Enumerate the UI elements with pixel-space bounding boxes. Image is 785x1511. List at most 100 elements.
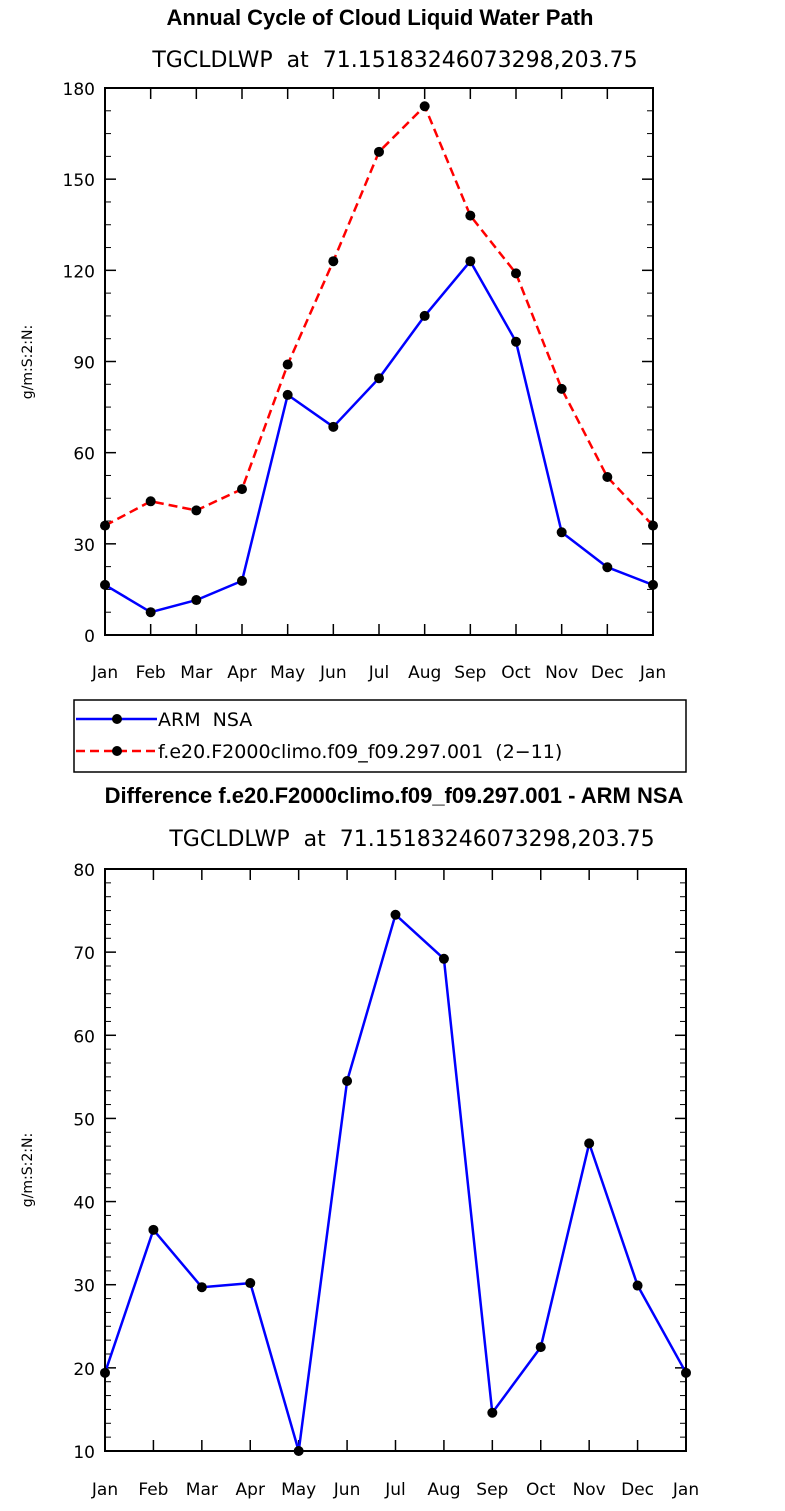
ytick-label: 80: [73, 861, 95, 881]
data-point: [237, 575, 247, 586]
data-point: [282, 389, 293, 400]
data-point: [535, 1342, 546, 1353]
ytick-label: 180: [63, 80, 95, 100]
chart2-xtick-labels: Jan Feb Mar Apr May Jun Jul Aug Sep Oct Nov Dec Jan: [91, 1480, 699, 1500]
legend-model-marker: [112, 746, 122, 756]
data-point: [191, 595, 202, 606]
xtick-label: Jun: [319, 663, 347, 683]
data-point: [237, 484, 247, 495]
xtick-label: May: [281, 1480, 316, 1500]
ytick-label: 60: [73, 445, 95, 465]
data-point: [556, 383, 567, 394]
difference-chart: Difference f.e20.F2000climo.f09_f09.297.…: [20, 783, 699, 1500]
data-point: [602, 471, 613, 482]
ytick-label: 50: [73, 1110, 95, 1130]
data-point: [419, 101, 430, 112]
chart2-plot-frame: [104, 868, 687, 1452]
xtick-label: Mar: [186, 1480, 218, 1500]
chart1-xtick-labels: Jan Feb Mar Apr May Jun Jul Aug Sep Oct Nov Dec Jan: [91, 663, 666, 683]
data-point: [438, 953, 449, 964]
series-line: [104, 104, 654, 527]
ytick-label: 150: [63, 171, 95, 191]
ytick-label: 120: [63, 262, 95, 282]
chart2-ticks: [104, 868, 687, 1452]
ytick-label: 40: [73, 1194, 95, 1214]
xtick-label: Nov: [573, 1480, 606, 1500]
chart2-ytick-labels: 10 20 30 40 50 60 70 80: [73, 861, 95, 1463]
data-point: [465, 210, 476, 221]
legend-arm-label: ARM NSA: [158, 709, 252, 731]
chart1-legend: ARM NSA f.e20.F2000climo.f09_f09.297.001…: [73, 699, 687, 773]
data-point: [556, 527, 567, 538]
chart1-ticks: [104, 87, 654, 636]
data-point: [511, 268, 521, 279]
ytick-label: 30: [73, 1277, 95, 1297]
ytick-label: 0: [84, 627, 95, 647]
data-point: [191, 505, 202, 516]
annual-cycle-chart: Annual Cycle of Cloud Liquid Water Path …: [20, 5, 687, 773]
xtick-label: Feb: [136, 663, 166, 683]
xtick-label: Nov: [545, 663, 578, 683]
data-point: [511, 336, 521, 347]
xtick-label: Oct: [526, 1480, 556, 1500]
chart2-ylabel: g/m:S:2:N:: [20, 1133, 36, 1207]
xtick-label: May: [270, 663, 305, 683]
xtick-label: Aug: [408, 663, 441, 683]
chart1-ylabel: g/m:S:2:N:: [20, 325, 36, 399]
data-point: [342, 1076, 353, 1087]
data-point: [602, 562, 613, 573]
ytick-label: 30: [73, 536, 95, 556]
legend-box: [73, 699, 687, 773]
xtick-label: Jul: [384, 1480, 406, 1500]
data-point: [390, 909, 401, 920]
xtick-label: Sep: [454, 663, 486, 683]
chart1-series: [100, 101, 658, 618]
ytick-label: 20: [73, 1360, 95, 1380]
xtick-label: Feb: [138, 1480, 168, 1500]
xtick-label: Jan: [639, 663, 666, 683]
data-point: [196, 1282, 207, 1293]
ytick-label: 70: [73, 944, 95, 964]
xtick-label: Mar: [180, 663, 212, 683]
ytick-label: 90: [73, 354, 95, 374]
data-point: [145, 496, 156, 507]
data-point: [245, 1278, 256, 1289]
xtick-label: Aug: [427, 1480, 460, 1500]
xtick-label: Jan: [91, 1480, 118, 1500]
chart1-subtitle: TGCLDLWP at 71.15183246073298,203.75: [151, 48, 637, 73]
xtick-label: Dec: [621, 1480, 654, 1500]
ytick-label: 60: [73, 1027, 95, 1047]
data-point: [328, 256, 339, 267]
legend-arm-marker: [112, 714, 122, 724]
xtick-label: Apr: [227, 663, 256, 683]
xtick-label: Oct: [501, 663, 531, 683]
chart1-title: Annual Cycle of Cloud Liquid Water Path: [167, 5, 594, 30]
chart2-title: Difference f.e20.F2000climo.f09_f09.297.…: [105, 783, 684, 808]
data-point: [487, 1407, 498, 1418]
xtick-label: Jan: [672, 1480, 699, 1500]
chart2-subtitle: TGCLDLWP at 71.15183246073298,203.75: [168, 827, 654, 852]
xtick-label: Sep: [476, 1480, 508, 1500]
chart1-plot-frame: [104, 87, 654, 636]
data-point: [282, 359, 293, 370]
data-point: [419, 310, 430, 321]
chart1-ytick-labels: 0 30 60 90 120 150 180: [63, 80, 95, 647]
data-point: [374, 373, 384, 384]
xtick-label: Apr: [236, 1480, 265, 1500]
data-point: [465, 256, 476, 267]
data-point: [374, 146, 384, 157]
data-point: [584, 1138, 595, 1149]
data-point: [632, 1280, 643, 1291]
xtick-label: Jan: [91, 663, 118, 683]
legend-model-label: f.e20.F2000climo.f09_f09.297.001 (2−11): [158, 741, 562, 763]
data-point: [148, 1224, 159, 1235]
xtick-label: Dec: [591, 663, 624, 683]
chart2-series: [100, 909, 691, 1456]
series-line: [103, 913, 688, 1453]
data-point: [145, 607, 156, 618]
series-line: [104, 259, 654, 614]
xtick-label: Jul: [368, 663, 390, 683]
data-point: [328, 421, 339, 432]
